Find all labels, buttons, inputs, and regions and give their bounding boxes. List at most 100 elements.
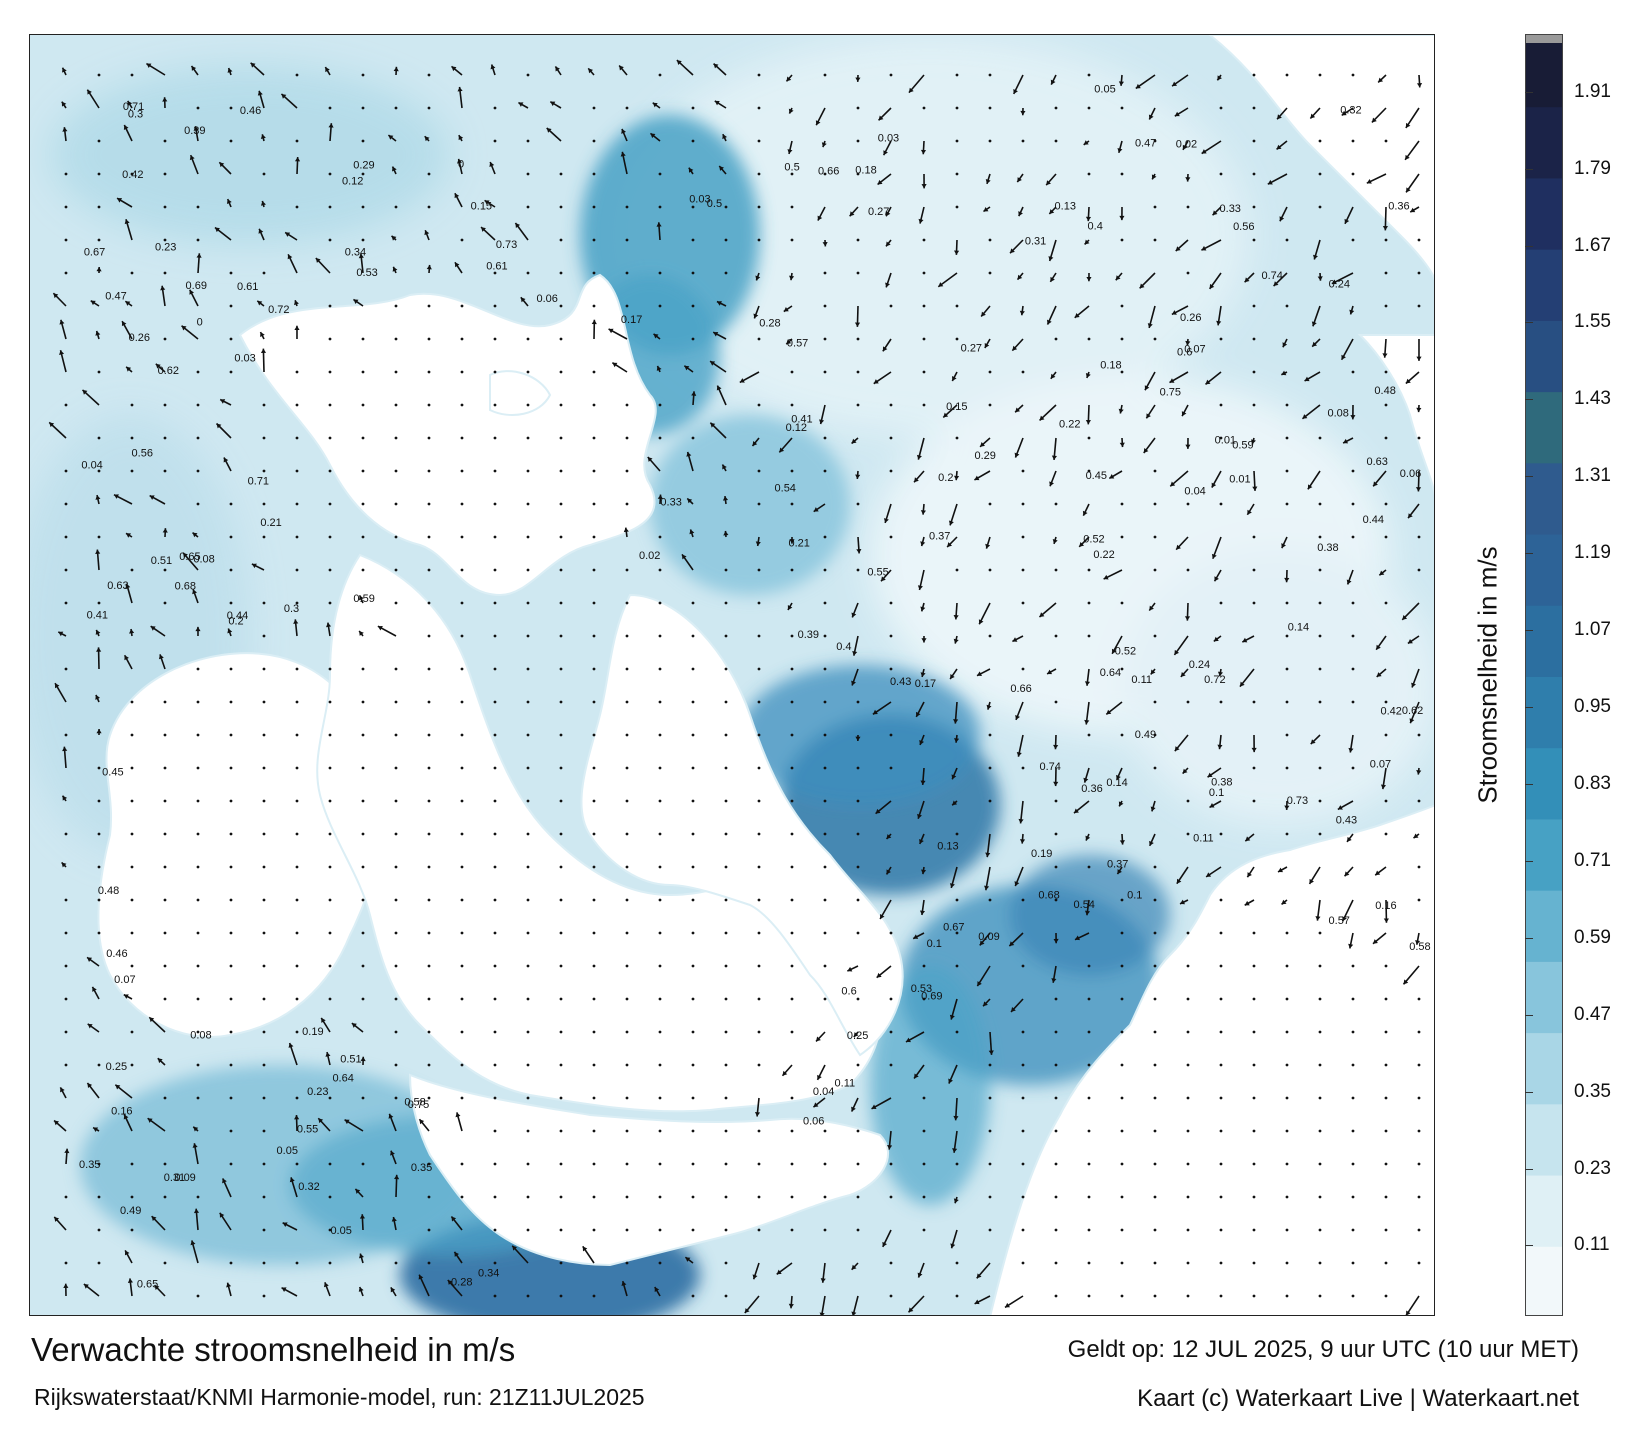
current-arrow xyxy=(1115,767,1123,781)
current-speed-label: 0.16 xyxy=(111,1106,132,1118)
current-arrow xyxy=(920,140,927,155)
grid-point xyxy=(1087,568,1091,572)
current-arrow xyxy=(125,532,133,538)
grid-point xyxy=(394,799,398,803)
current-speed-label: 0.54 xyxy=(775,483,796,495)
grid-point xyxy=(196,832,200,836)
grid-point xyxy=(790,502,794,506)
current-arrow xyxy=(227,67,233,76)
grid-point xyxy=(229,667,233,671)
current-arrow xyxy=(226,1282,232,1297)
current-arrow xyxy=(953,470,960,481)
grid-point xyxy=(658,403,662,407)
grid-point xyxy=(1417,1162,1421,1166)
legend-tick-mark xyxy=(1525,937,1533,939)
current-arrow xyxy=(982,998,991,1007)
grid-point xyxy=(427,1096,431,1100)
grid-point xyxy=(1384,1261,1388,1265)
grid-point xyxy=(1252,700,1256,704)
current-arrow xyxy=(351,1022,364,1033)
current-arrow xyxy=(713,63,727,76)
grid-points xyxy=(64,73,1421,1298)
grid-point xyxy=(163,403,167,407)
grid-point xyxy=(1318,502,1322,506)
grid-point xyxy=(1417,865,1421,869)
current-arrow xyxy=(391,1216,397,1231)
grid-point xyxy=(1351,1063,1355,1067)
current-arrow xyxy=(918,206,925,224)
grid-point xyxy=(757,766,761,770)
current-speed-label: 0.25 xyxy=(106,1061,127,1073)
grid-point xyxy=(427,1162,431,1166)
grid-point xyxy=(1021,1261,1025,1265)
grid-point xyxy=(493,271,497,275)
grid-point xyxy=(1186,1063,1190,1067)
grid-point xyxy=(1054,865,1058,869)
grid-point xyxy=(1318,535,1322,539)
current-arrow xyxy=(549,100,562,109)
grid-point xyxy=(790,469,794,473)
grid-point xyxy=(526,766,530,770)
grid-point xyxy=(1153,337,1157,341)
grid-point xyxy=(163,865,167,869)
grid-point xyxy=(1285,667,1289,671)
grid-point xyxy=(1285,1162,1289,1166)
current-arrow xyxy=(976,965,991,987)
grid-point xyxy=(460,568,464,572)
grid-point xyxy=(1054,997,1058,1001)
current-arrow xyxy=(359,1214,366,1231)
grid-point xyxy=(64,568,68,572)
current-arrow xyxy=(1211,470,1222,488)
grid-point xyxy=(526,469,530,473)
grid-point xyxy=(328,766,332,770)
grid-point xyxy=(790,766,794,770)
grid-point xyxy=(889,1030,893,1034)
current-speed-label: 0.48 xyxy=(1374,385,1395,397)
current-arrow xyxy=(716,385,727,406)
current-arrow xyxy=(1050,371,1057,380)
current-arrow xyxy=(260,348,267,373)
grid-point xyxy=(757,1063,761,1067)
current-arrow xyxy=(722,133,727,142)
current-arrow xyxy=(1048,239,1057,262)
current-speed-label: 0.16 xyxy=(1375,900,1396,912)
grid-point xyxy=(559,898,563,902)
current-arrow xyxy=(1416,338,1422,361)
current-arrow xyxy=(160,285,166,307)
grid-point xyxy=(559,1129,563,1133)
grid-point xyxy=(328,1261,332,1265)
current-arrow xyxy=(1135,74,1156,90)
current-arrow xyxy=(480,226,496,241)
current-arrow xyxy=(1118,74,1124,86)
map-credit[interactable]: Kaart (c) Waterkaart Live | Waterkaart.n… xyxy=(1137,1385,1579,1412)
grid-point xyxy=(1318,634,1322,638)
current-arrow xyxy=(787,602,793,611)
current-arrow xyxy=(744,1295,760,1314)
grid-point xyxy=(262,997,266,1001)
current-arrow xyxy=(1311,338,1321,348)
grid-point xyxy=(1120,898,1124,902)
legend-tick-label: 1.43 xyxy=(1574,388,1611,410)
grid-point xyxy=(1186,1261,1190,1265)
current-arrow xyxy=(1150,668,1156,675)
grid-point xyxy=(592,370,596,374)
grid-point xyxy=(1252,172,1256,176)
current-arrow xyxy=(953,701,959,724)
current-arrow xyxy=(95,494,101,505)
grid-point xyxy=(1219,1294,1223,1298)
current-arrow xyxy=(621,128,628,142)
current-arrow xyxy=(1012,635,1024,643)
grid-point xyxy=(1186,205,1190,209)
grid-point xyxy=(493,667,497,671)
grid-point xyxy=(493,766,497,770)
current-arrow xyxy=(124,300,133,307)
grid-point xyxy=(229,898,233,902)
grid-point xyxy=(394,700,398,704)
current-speed-label: 0.47 xyxy=(105,291,126,303)
grid-point xyxy=(64,898,68,902)
grid-point xyxy=(1153,1195,1157,1199)
current-arrow xyxy=(358,253,364,274)
current-arrow xyxy=(121,320,133,340)
grid-point xyxy=(526,601,530,605)
current-arrow xyxy=(1241,635,1255,643)
